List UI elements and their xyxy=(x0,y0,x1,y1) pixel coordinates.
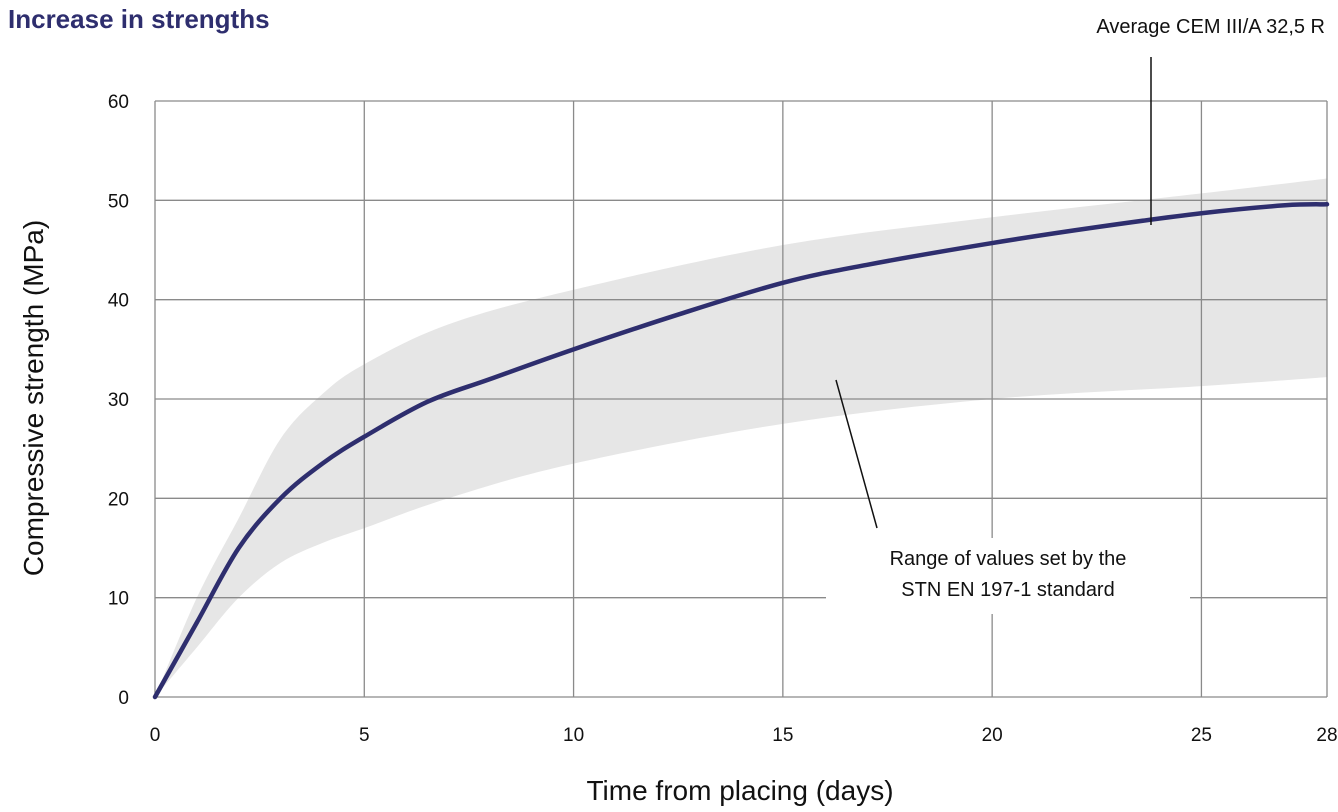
chart-title: Increase in strengths xyxy=(8,4,270,34)
band-label-background xyxy=(826,538,1190,614)
y-tick-label: 30 xyxy=(108,390,129,411)
y-tick-label: 10 xyxy=(108,589,129,610)
band-label: STN EN 197-1 standard xyxy=(901,579,1114,601)
x-axis-label: Time from placing (days) xyxy=(586,775,893,806)
series-line xyxy=(152,202,1330,700)
y-tick-label: 60 xyxy=(108,92,129,113)
x-tick-label: 28 xyxy=(1316,725,1337,746)
x-tick-label: 10 xyxy=(563,725,584,746)
x-tick-label: 25 xyxy=(1191,725,1212,746)
y-tick-label: 40 xyxy=(108,291,129,312)
band-label: Range of values set by the xyxy=(890,548,1127,570)
series-label: Average CEM III/A 32,5 R xyxy=(1096,16,1325,38)
y-tick-label: 50 xyxy=(108,191,129,212)
y-tick-label: 20 xyxy=(108,489,129,510)
x-tick-label: 5 xyxy=(359,725,370,746)
x-tick-label: 20 xyxy=(982,725,1003,746)
range-band xyxy=(155,178,1327,698)
band-leader-line xyxy=(835,379,878,529)
x-tick-label: 0 xyxy=(150,725,161,746)
y-axis-label: Compressive strength (MPa) xyxy=(18,220,49,576)
x-tick-label: 15 xyxy=(772,725,793,746)
y-tick-label: 0 xyxy=(118,688,129,709)
